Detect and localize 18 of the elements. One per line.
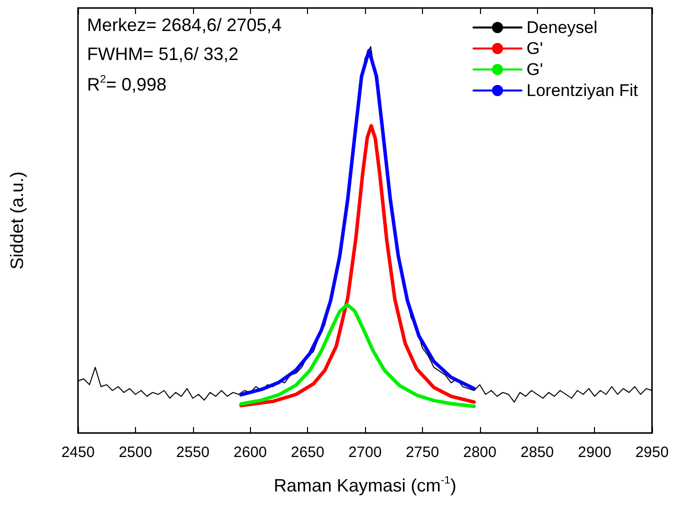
x-tick-label: 2750 xyxy=(406,444,440,461)
legend-label: Lorentziyan Fit xyxy=(526,81,638,100)
y-axis-title: Siddet (a.u.) xyxy=(7,171,27,270)
x-tick-label: 2500 xyxy=(118,444,152,461)
text: Merkez= 2684,6/ 2705,4 xyxy=(87,15,282,35)
x-tick-label: 2600 xyxy=(234,444,267,461)
annotation: FWHM= 51,6/ 33,2 xyxy=(87,44,239,64)
legend-label: Deneysel xyxy=(526,18,598,37)
x-tick-label: 2850 xyxy=(520,444,554,461)
x-tick-label: 2900 xyxy=(578,444,612,461)
x-tick-label: 2550 xyxy=(176,444,210,461)
legend-label: G' xyxy=(526,60,543,79)
x-tick-label: 2700 xyxy=(348,444,382,461)
x-tick-label: 2800 xyxy=(463,444,496,461)
legend-label: G' xyxy=(526,39,543,58)
x-tick-label: 2450 xyxy=(61,444,95,461)
x-tick-label: 2650 xyxy=(290,444,324,461)
x-tick-label: 2950 xyxy=(635,444,669,461)
